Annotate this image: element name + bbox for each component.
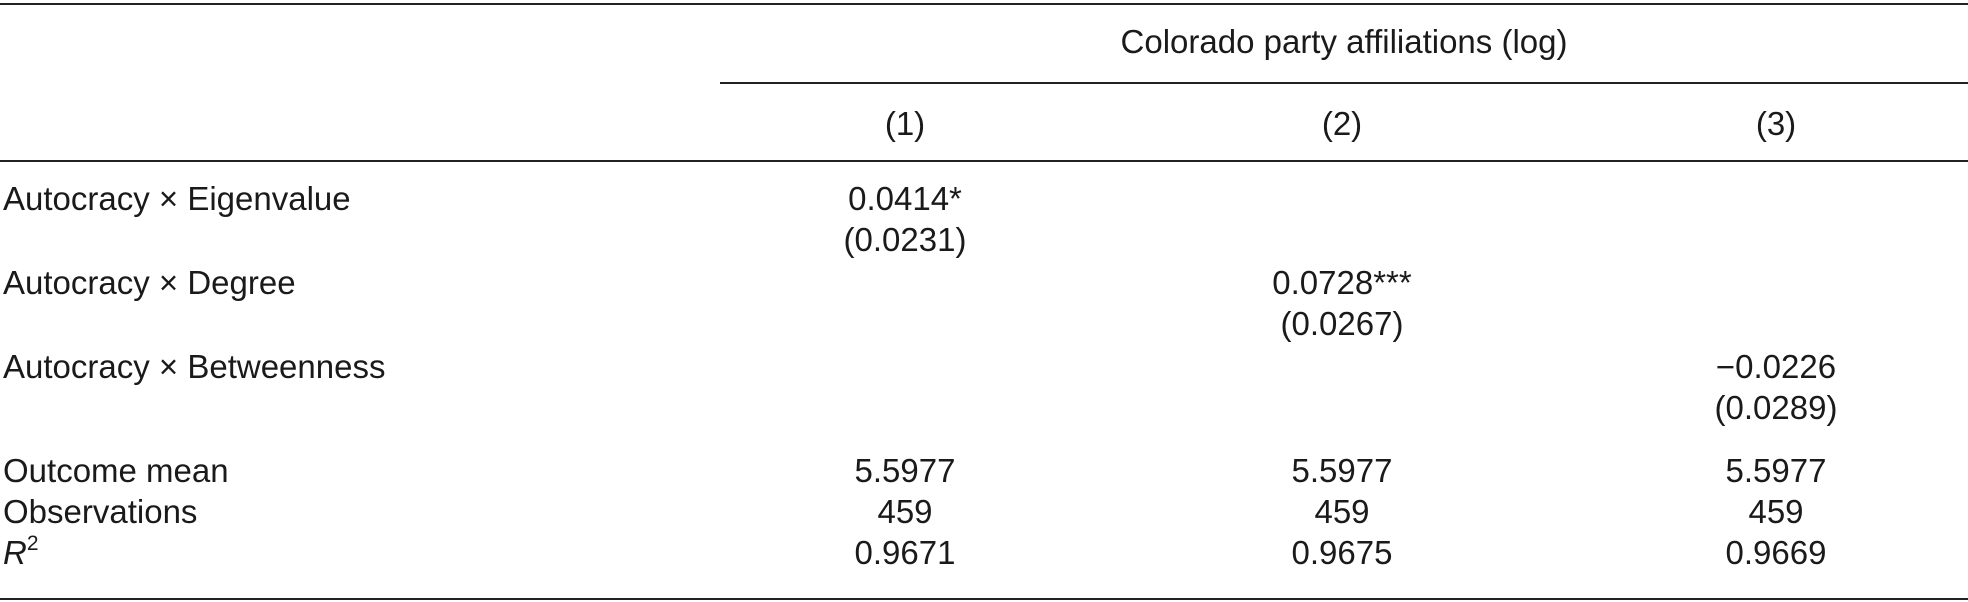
column-header-2: (2) bbox=[1321, 105, 1363, 142]
top-rule bbox=[0, 3, 1968, 5]
outcome-mean-2: 5.5977 bbox=[1291, 452, 1393, 489]
coef-degree: 0.0728*** bbox=[1272, 264, 1412, 301]
row-label-degree: Autocracy × Degree bbox=[3, 264, 296, 301]
stat-label-outcome-mean: Outcome mean bbox=[3, 452, 229, 489]
column-header-3: (3) bbox=[1755, 105, 1797, 142]
coef-eigenvalue: 0.0414* bbox=[848, 180, 962, 217]
r-squared-3: 0.9669 bbox=[1725, 534, 1827, 571]
bottom-rule bbox=[0, 598, 1968, 600]
r-squared-base: R bbox=[3, 534, 27, 571]
outcome-mean-1: 5.5977 bbox=[854, 452, 956, 489]
observations-2: 459 bbox=[1314, 493, 1370, 530]
observations-1: 459 bbox=[877, 493, 933, 530]
r-squared-2: 0.9675 bbox=[1291, 534, 1393, 571]
group-underline bbox=[720, 82, 1968, 84]
se-betweenness: (0.0289) bbox=[1714, 389, 1838, 426]
r-squared-1: 0.9671 bbox=[854, 534, 956, 571]
column-group-header: Colorado party affiliations (log) bbox=[1120, 23, 1568, 60]
coef-betweenness: −0.0226 bbox=[1715, 348, 1837, 385]
header-rule bbox=[0, 160, 1968, 162]
column-header-1: (1) bbox=[884, 105, 926, 142]
outcome-mean-3: 5.5977 bbox=[1725, 452, 1827, 489]
se-eigenvalue: (0.0231) bbox=[843, 221, 967, 258]
se-degree: (0.0267) bbox=[1280, 305, 1404, 342]
r-squared-exponent: 2 bbox=[26, 532, 39, 555]
row-label-betweenness: Autocracy × Betweenness bbox=[3, 348, 386, 385]
stat-label-r-squared: R2 bbox=[3, 532, 39, 572]
stat-label-observations: Observations bbox=[3, 493, 198, 530]
observations-3: 459 bbox=[1748, 493, 1804, 530]
row-label-eigenvalue: Autocracy × Eigenvalue bbox=[3, 180, 351, 217]
